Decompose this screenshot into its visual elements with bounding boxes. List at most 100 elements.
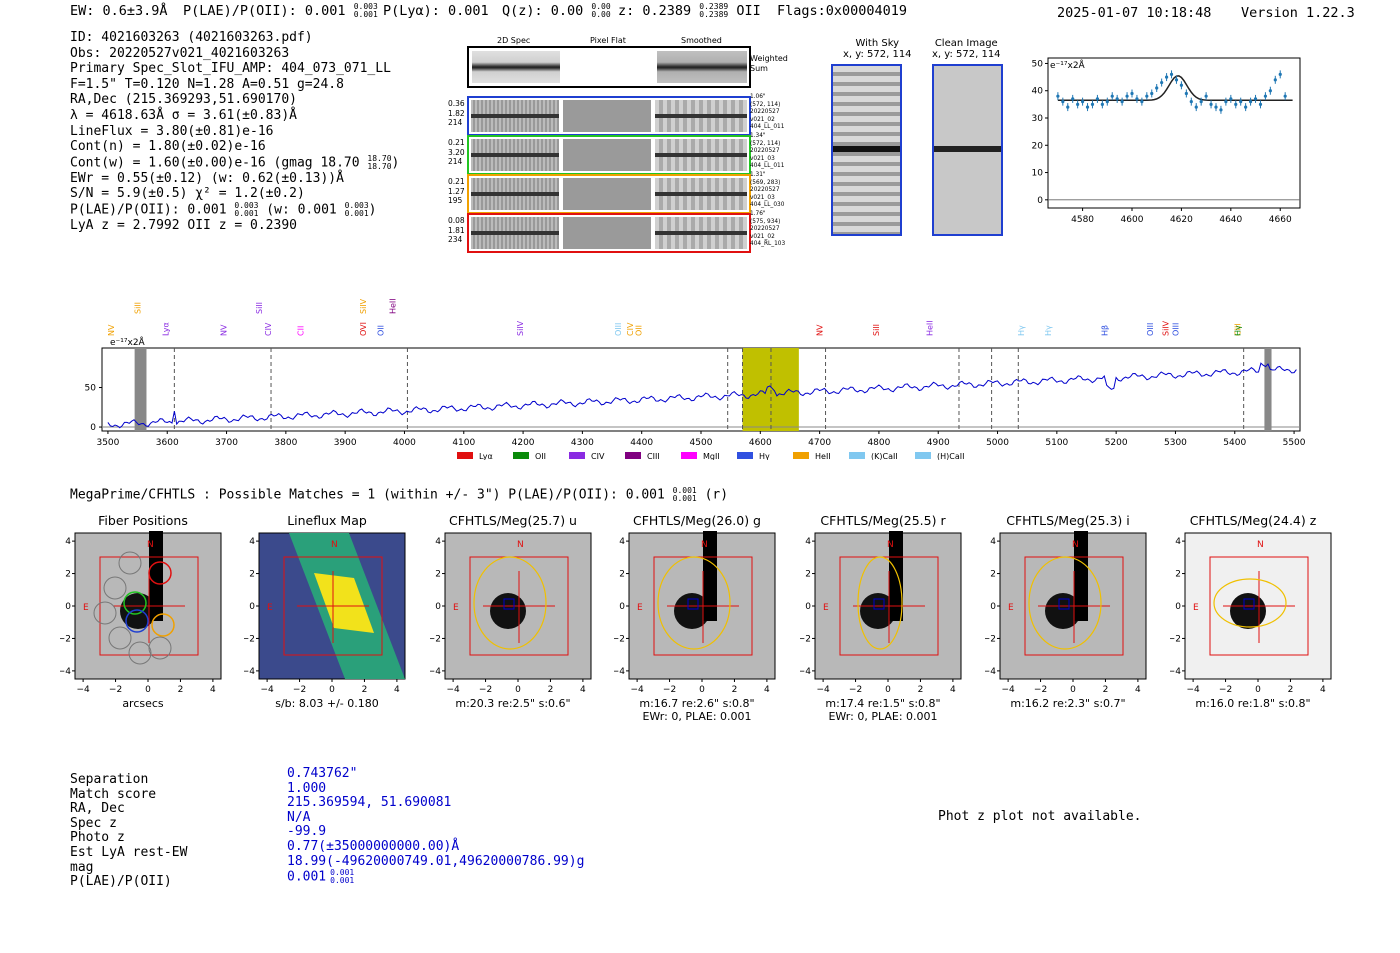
north-label: N <box>331 540 338 550</box>
header-plya: P(Lyα): 0.001 <box>383 3 489 19</box>
image-tile: N E −4 −4 −2 −2 0 0 2 2 4 4 <box>60 531 222 695</box>
ytick-label: 0 <box>249 602 255 612</box>
search-box <box>1024 556 1124 656</box>
line-fit-point <box>1095 97 1100 101</box>
xtick-label: 0 <box>145 685 151 695</box>
cutout-fiber-text: 1.06" <box>750 94 766 100</box>
xtick-label: 3800 <box>274 438 297 448</box>
line-fit-plot: e⁻¹⁷x2Å 0 10 20 30 40 50 4580 4600 4620 4640 4660 <box>1032 57 1301 225</box>
fiber-position <box>123 591 147 615</box>
line-fit-point <box>1253 97 1258 101</box>
east-label: E <box>267 603 273 613</box>
bright-star <box>703 531 717 621</box>
ytick-label: 0 <box>65 602 71 612</box>
header-version: Version 1.22.3 <box>1241 5 1355 21</box>
line-fit-point <box>1061 100 1065 104</box>
xtick-label: 3500 <box>96 438 119 448</box>
ytick-label: 4 <box>1175 537 1181 547</box>
legend-label: (H)CaII <box>937 452 964 460</box>
legend-swatch <box>457 452 473 459</box>
xtick-label: 4620 <box>1170 215 1193 225</box>
legend-swatch <box>513 452 529 459</box>
line-label: CIII <box>1234 323 1243 336</box>
spectrum-ylabel: e⁻¹⁷x2Å <box>110 336 146 348</box>
tile-footer: s/b: 8.03 +/- 0.180 <box>242 697 412 710</box>
east-label: E <box>1193 603 1199 613</box>
xtick-label: 5500 <box>1283 438 1306 448</box>
legend-label: OII <box>535 452 546 460</box>
col-pixel-flat: Pixel Flat <box>590 36 626 45</box>
cutout-fiber-text: 1.34" <box>750 133 766 139</box>
line-label: SiII <box>255 302 264 314</box>
aperture-box <box>1243 598 1255 610</box>
ytick-label: 0 <box>1175 602 1181 612</box>
line-fit-point <box>1199 100 1203 104</box>
tile-title: Fiber Positions <box>98 513 188 528</box>
match-value: 1.000 <box>287 780 327 796</box>
line-fit-point <box>1150 91 1154 96</box>
tile-footer: arcsecs <box>58 697 228 710</box>
ytick-label: 2 <box>1175 570 1181 580</box>
xtick-label: 2 <box>548 685 554 695</box>
cutout-stat: 1.82 <box>448 108 465 118</box>
weighted-sum-cutout <box>467 46 751 88</box>
match-label: mag <box>70 859 94 875</box>
north-label: N <box>1072 540 1079 550</box>
tile-title: CFHTLS/Meg(25.3) i <box>1006 513 1130 528</box>
match-label: Spec z <box>70 815 117 831</box>
cutout-fiber-text: v021_03 <box>750 155 775 162</box>
line-fit-point <box>1155 86 1159 90</box>
line-fit-point <box>1239 100 1243 104</box>
cutout-fiber-text: 404_LL_011 <box>750 163 785 170</box>
header-datetime: 2025-01-07 10:18:48 <box>1057 5 1212 21</box>
line-label: HeII <box>389 298 398 314</box>
bright-star <box>149 531 163 621</box>
east-label: E <box>83 603 89 613</box>
match-label: Separation <box>70 772 149 787</box>
cutout-pixel-flat <box>563 178 651 210</box>
cutout-row-fiber-info: 1.06" (572, 114) 20220527 v021_02 404_LL_011 <box>750 94 784 132</box>
tile-footer-line: s/b: 8.03 +/- 0.180 <box>275 697 379 710</box>
info-lambda: λ = 4618.63Å σ = 3.61(±0.83)Å <box>70 107 297 123</box>
xtick-label: 4300 <box>571 438 594 448</box>
xtick-label: 4 <box>1320 685 1326 695</box>
line-label: SiIV <box>1161 320 1170 336</box>
cutout-fiber-text: 20220527 <box>750 226 780 233</box>
north-label: N <box>701 540 708 550</box>
match-label: Photo z <box>70 830 125 846</box>
xtick-label: 2 <box>178 685 184 695</box>
xtick-label: 4800 <box>867 438 890 448</box>
xtick-label: 4 <box>1135 685 1141 695</box>
ytick-label: −2 <box>60 634 71 644</box>
clean-image <box>932 64 1003 236</box>
galaxy-core <box>1045 593 1081 629</box>
fiber-cutout-row <box>467 213 751 253</box>
xtick-label: 4400 <box>630 438 653 448</box>
info-plae: P(LAE)/P(OII): 0.001 0.003 0.001 (w: 0.00… <box>70 201 377 219</box>
line-label: NV <box>220 324 229 336</box>
line-fit-point <box>1130 91 1134 96</box>
ytick-label: 0 <box>435 602 441 612</box>
cutout-trace <box>655 231 747 235</box>
east-label: E <box>1008 603 1014 613</box>
weighted-sum-label: Weighted Sum <box>750 54 788 73</box>
line-fit-point <box>1224 100 1228 104</box>
cutout-fiber-text: (569, 283) <box>750 179 781 186</box>
line-fit-point <box>1263 94 1268 98</box>
fiber-cutout-row <box>467 96 751 136</box>
line-fit-point <box>1105 100 1109 104</box>
header-flags: Flags:0x00004019 <box>777 3 908 19</box>
xtick-label: 0 <box>885 685 891 695</box>
cutout-fiber-text: v021_02 <box>750 116 775 123</box>
aperture-ellipse <box>473 556 547 650</box>
tile-footer-line: m:20.3 re:2.5" s:0.6" <box>455 697 571 710</box>
xtick-label: 2 <box>1288 685 1294 695</box>
search-box <box>469 556 569 656</box>
match-value: 0.743762" <box>287 766 358 781</box>
cutout-row-stats: 0.08 1.81 234 <box>448 216 465 245</box>
ytick-label: 4 <box>619 537 625 547</box>
cutout-fiber-text: v021_03 <box>750 194 775 201</box>
match-label: Est LyA rest-EW <box>70 844 188 860</box>
ytick-label: −2 <box>800 634 811 644</box>
tile-footer-line: EWr: 0, PLAE: 0.001 <box>642 710 752 723</box>
